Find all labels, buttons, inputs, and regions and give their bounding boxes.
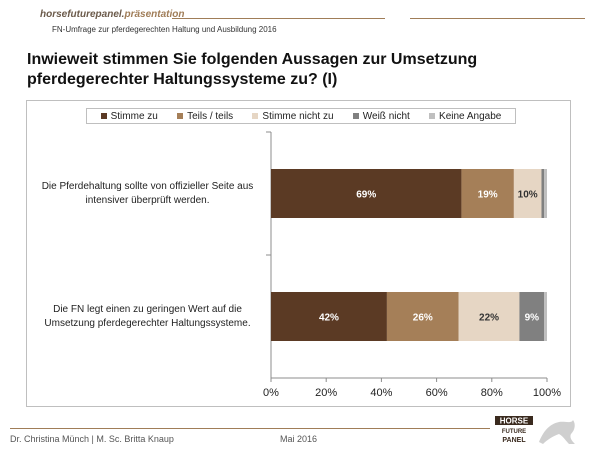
bar-segment-1-4 [541,169,545,218]
data-label-2-3: 22% [479,313,499,324]
header-divider-right [410,18,585,19]
bar-segment-2-3 [458,292,520,341]
legend-label: Keine Angabe [439,110,502,122]
legend-label: Weiß nicht [362,110,410,122]
x-tick-label: 80% [481,387,503,399]
category-label-1: Die Pferdehaltung sollte von offizieller… [41,181,254,206]
category-label-2: Die FN legt einen zu geringen Wert auf d… [44,304,251,329]
x-tick-label: 60% [426,387,448,399]
legend-swatch [177,113,184,119]
bar-segment-1-3 [513,169,542,218]
bar-segment-2-5 [544,292,547,341]
horse-head-icon [539,420,575,444]
logo-line-2: FUTURE [502,429,526,435]
x-tick-label: 0% [263,387,279,399]
legend-swatch [429,113,436,119]
legend-label: Stimme nicht zu [262,110,334,122]
footer-divider [10,428,490,429]
legend-swatch [252,113,259,119]
legend-label: Teils / teils [187,110,234,122]
x-tick-label: 40% [370,387,392,399]
legend-item-1: Stimme zu [100,110,158,122]
chart-frame [26,100,571,407]
logo-line-1: HORSE [500,417,529,426]
data-label-1-3: 10% [518,190,538,201]
legend-item-4: Weiß nicht [352,110,410,122]
survey-subtitle: FN-Umfrage zur pferdegerechten Haltung u… [52,25,277,34]
data-label-2-1: 42% [319,313,339,324]
data-label-1-1: 69% [356,190,376,201]
legend-swatch [352,113,359,119]
bar-segment-1-5 [544,169,547,218]
bar-segment-2-4 [519,292,545,341]
x-tick-label: 20% [315,387,337,399]
legend-item-3: Stimme nicht zu [252,110,334,122]
header-divider-left [172,18,385,19]
data-label-2-2: 26% [413,313,433,324]
bar-segment-2-2 [386,292,459,341]
data-label-1-2: 19% [478,190,498,201]
bar-segment-1-1 [271,169,462,218]
legend-label: Stimme zu [110,110,158,122]
bar-segment-1-2 [461,169,514,218]
legend-item-5: Keine Angabe [429,111,501,122]
data-label-2-4: 9% [525,313,540,324]
x-tick-label: 100% [533,387,561,399]
bar-segment-2-1 [271,292,387,341]
chart-legend: Stimme zu Teils / teils Stimme nicht zu Wei… [86,108,516,124]
logo-line-3: PANEL [502,437,526,444]
legend-item-2: Teils / teils [177,111,233,122]
footer-authors: Dr. Christina Münch | M. Sc. Britta Knau… [10,434,174,444]
footer-date: Mai 2016 [280,434,318,444]
slide-title: Inwieweit stimmen Sie folgenden Aussagen… [27,51,478,88]
horse-future-panel-logo: HORSE FUTURE PANEL [495,416,575,444]
brand-title: horsefuturepanel.präsentation [40,9,185,20]
legend-swatch [100,113,107,119]
